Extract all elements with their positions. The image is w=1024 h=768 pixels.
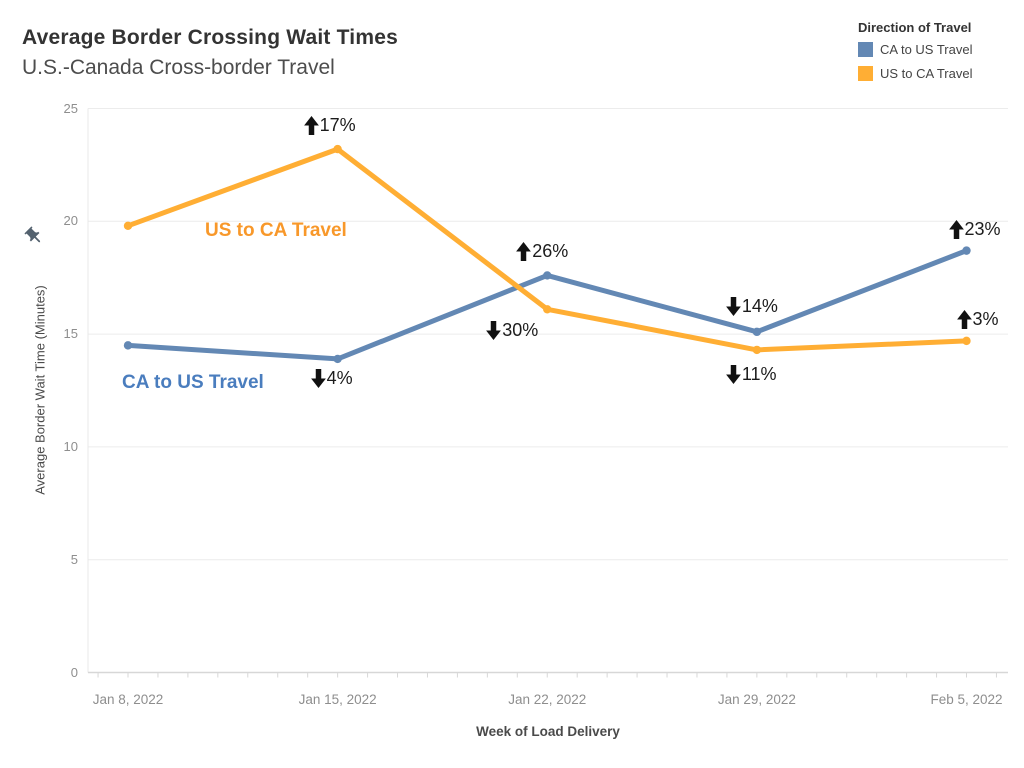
y-tick-label: 20 [63, 213, 78, 229]
legend-swatch [858, 42, 873, 57]
arrow-down-icon [310, 368, 326, 388]
legend-item[interactable]: US to CA Travel [858, 66, 1018, 81]
series-us-to-ca[interactable] [123, 144, 971, 355]
y-tick-label: 5 [70, 551, 78, 567]
data-point[interactable] [333, 354, 342, 364]
y-tick-label: 15 [63, 326, 78, 342]
pct-change-value: 23% [964, 218, 1001, 239]
arrow-down-icon [486, 321, 502, 341]
legend: Direction of Travel CA to US Travel US to… [858, 20, 1018, 90]
pct-change-annotation: 11% [725, 363, 777, 385]
arrow-up-icon [516, 242, 532, 262]
gridlines [87, 108, 1008, 674]
x-axis-title: Week of Load Delivery [476, 724, 620, 739]
pct-change-value: 26% [532, 241, 569, 262]
pct-change-annotation: 3% [956, 308, 999, 330]
data-point[interactable] [123, 341, 133, 350]
legend-items: CA to US Travel US to CA Travel [858, 42, 1018, 81]
series-line[interactable] [125, 248, 969, 362]
pct-change-value: 11% [741, 363, 777, 384]
y-tick-label: 0 [70, 664, 78, 680]
x-tick-label: Jan 8, 2022 [92, 692, 164, 707]
pct-change-annotation: 4% [310, 367, 353, 389]
data-point[interactable] [962, 336, 971, 346]
series-inline-label: US to CA Travel [205, 220, 347, 241]
x-tick-label: Jan 22, 2022 [508, 692, 587, 707]
pct-change-annotation: 30% [486, 320, 538, 341]
data-point[interactable] [752, 327, 762, 337]
pin-icon[interactable] [22, 224, 46, 248]
x-axis-day-ticks [97, 672, 997, 678]
pct-change-value: 30% [502, 320, 539, 341]
arrow-up-icon [303, 116, 319, 136]
series-inline-label: CA to US Travel [122, 372, 264, 393]
arrow-up-icon [956, 309, 972, 329]
chart-subtitle: U.S.-Canada Cross-border Travel [22, 56, 335, 79]
pct-change-value: 17% [319, 115, 356, 136]
legend-title: Direction of Travel [858, 20, 972, 35]
data-point[interactable] [962, 246, 971, 255]
x-tick-label: Jan 29, 2022 [717, 692, 796, 707]
pct-change-value: 4% [326, 367, 353, 388]
y-tick-label: 25 [63, 100, 78, 116]
pct-change-annotation: 26% [516, 241, 568, 262]
pct-change-annotation: 17% [303, 115, 356, 136]
series-ca-to-us[interactable] [123, 246, 971, 364]
legend-item[interactable]: CA to US Travel [858, 42, 1018, 57]
arrow-down-icon [725, 296, 741, 316]
data-point[interactable] [333, 144, 342, 154]
legend-swatch [858, 66, 873, 81]
arrow-up-icon [948, 219, 964, 239]
legend-item-label: CA to US Travel [880, 42, 973, 57]
x-tick-label: Jan 15, 2022 [298, 692, 377, 707]
data-point[interactable] [123, 221, 133, 231]
legend-item-label: US to CA Travel [880, 66, 973, 81]
y-tick-label: 10 [63, 438, 78, 454]
pct-change-annotation: 23% [948, 218, 1001, 240]
data-point[interactable] [543, 271, 552, 280]
data-point[interactable] [752, 345, 762, 355]
arrow-down-icon [725, 364, 741, 384]
data-point[interactable] [543, 305, 552, 314]
chart-title: Average Border Crossing Wait Times [22, 26, 398, 49]
pct-change-annotation: 14% [725, 295, 778, 317]
x-tick-label: Feb 5, 2022 [930, 692, 1003, 707]
pct-change-value: 3% [972, 308, 999, 329]
pct-change-value: 14% [741, 295, 778, 316]
